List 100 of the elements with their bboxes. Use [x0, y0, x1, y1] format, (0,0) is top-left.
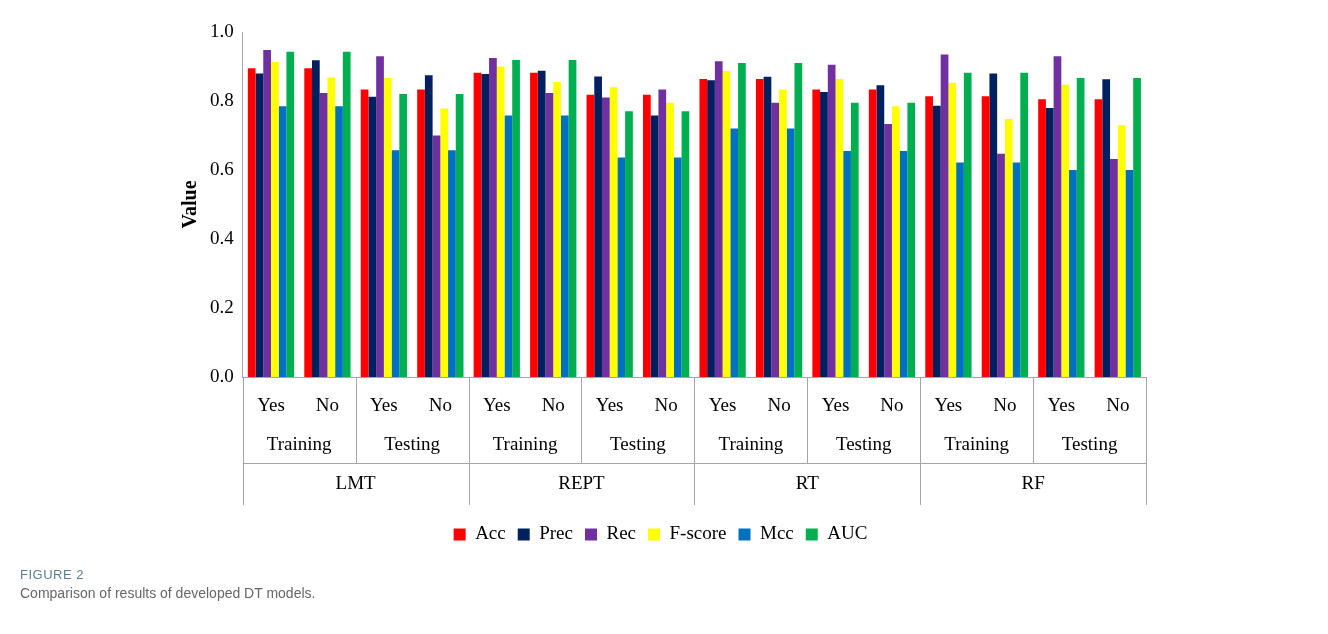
bar	[1004, 118, 1013, 377]
bar	[399, 94, 408, 377]
bar	[956, 162, 964, 377]
bar	[843, 151, 851, 377]
x-tick-label: No	[1106, 394, 1130, 416]
text: Training	[718, 432, 784, 454]
text: Testing	[835, 432, 893, 454]
bar	[568, 59, 577, 377]
x-tick-label: No	[654, 394, 678, 416]
text: LMT	[335, 471, 377, 493]
legend-label: Rec	[606, 522, 637, 544]
bar	[1110, 158, 1118, 377]
bar	[812, 89, 821, 377]
x-tick-label: Yes	[1047, 394, 1076, 416]
bar	[312, 60, 320, 377]
text: REPT	[558, 471, 606, 493]
bar	[455, 94, 464, 377]
x-tick-label: No	[767, 394, 791, 416]
bar	[270, 62, 279, 377]
bar	[673, 157, 682, 377]
y-tick-label: 0.6	[210, 157, 234, 179]
bar	[368, 96, 377, 377]
bar	[771, 102, 780, 377]
bar	[925, 96, 933, 377]
bar	[779, 89, 787, 377]
x-tick-label: Yes	[370, 394, 398, 416]
legend-label: Prec	[539, 522, 573, 544]
bar	[383, 77, 392, 377]
bar	[738, 63, 746, 377]
bar	[327, 77, 336, 377]
bar	[376, 56, 384, 377]
text: Testing	[1061, 432, 1118, 454]
bar	[932, 105, 941, 377]
bar	[496, 66, 505, 377]
x-tick-label: Yes	[257, 394, 285, 416]
text: Training	[266, 432, 333, 454]
bar	[755, 78, 764, 377]
bar	[1038, 99, 1046, 377]
bar	[948, 82, 957, 377]
bar	[448, 150, 456, 377]
bar	[417, 89, 425, 377]
bar	[286, 51, 295, 377]
text: Training	[944, 432, 1010, 454]
text: Testing	[610, 432, 667, 454]
x-tick-label: Yes	[708, 394, 737, 416]
bar	[335, 106, 343, 377]
bar	[481, 74, 490, 377]
bar	[891, 106, 900, 377]
bar	[1045, 107, 1054, 377]
text: Training	[492, 432, 558, 454]
bar	[876, 85, 885, 377]
bar	[650, 115, 659, 377]
bar	[391, 150, 400, 377]
bar	[868, 89, 877, 377]
bar	[586, 94, 595, 377]
bar	[360, 89, 369, 377]
y-axis-title: Value	[178, 180, 201, 229]
bar	[1053, 56, 1062, 377]
bar	[722, 70, 731, 377]
bar	[699, 78, 708, 377]
y-tick-label: 0.2	[210, 295, 234, 317]
bar	[625, 111, 633, 377]
legend-label: AUC	[827, 522, 868, 544]
bar	[827, 64, 836, 377]
bar	[1076, 77, 1085, 377]
bar	[263, 49, 271, 377]
x-tick-label: No	[428, 394, 452, 416]
bar	[247, 68, 256, 377]
text: FIGURE 2	[20, 567, 85, 582]
bar	[617, 157, 626, 377]
bar	[997, 153, 1005, 377]
bar	[512, 59, 520, 377]
bar	[342, 51, 351, 377]
bar	[489, 57, 497, 377]
bar	[304, 68, 312, 377]
bar	[884, 124, 892, 377]
bar	[473, 72, 482, 377]
bar	[537, 70, 546, 377]
bar	[424, 75, 433, 377]
bar	[907, 102, 916, 377]
bar	[1061, 84, 1070, 377]
x-tick-label: No	[315, 394, 340, 416]
text: RT	[795, 471, 820, 493]
bar	[899, 151, 908, 377]
bar	[601, 97, 610, 377]
bar	[666, 102, 674, 377]
bar	[850, 102, 859, 377]
bar	[940, 54, 949, 377]
y-tick-label: 0.8	[210, 88, 234, 110]
bar	[1117, 125, 1126, 377]
bar	[594, 76, 602, 377]
x-tick-label: Yes	[821, 394, 850, 416]
x-tick-label: Yes	[934, 394, 963, 416]
bar	[278, 106, 287, 377]
bar	[319, 93, 328, 377]
bar	[643, 94, 651, 377]
bar	[707, 80, 715, 377]
text: Comparison of results of developed DT models.	[20, 585, 316, 601]
x-tick-label: Yes	[595, 394, 624, 416]
bar	[553, 82, 561, 377]
